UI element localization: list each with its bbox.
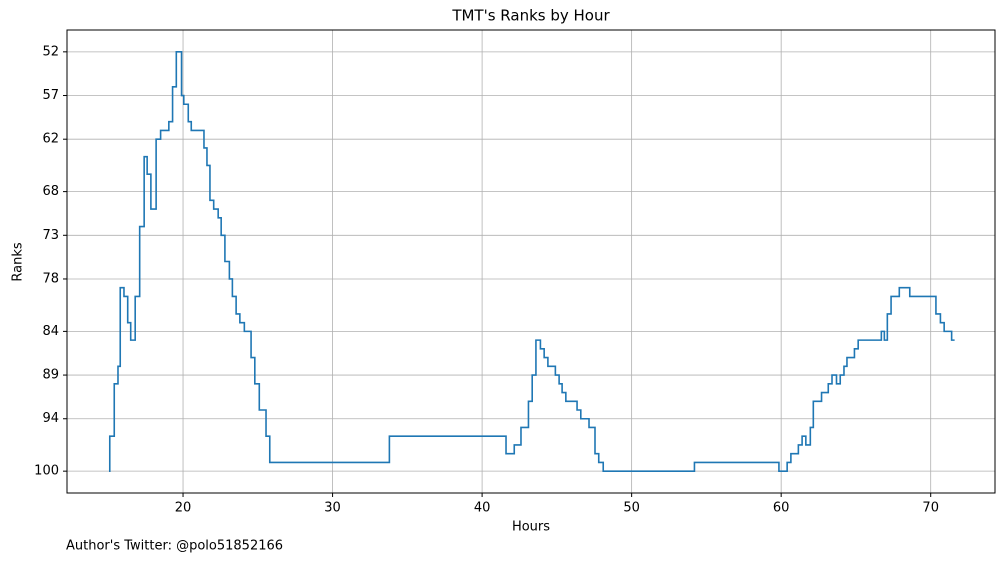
plot-frame [66, 29, 996, 494]
y-tick-label: 62 [42, 132, 59, 147]
y-tick-label: 100 [34, 464, 59, 479]
y-axis-label: Ranks [11, 242, 26, 281]
y-tick-label: 84 [42, 324, 59, 339]
chart-title: TMT's Ranks by Hour [451, 7, 610, 25]
y-tick-label: 89 [42, 368, 59, 383]
y-tick-label: 78 [42, 271, 59, 286]
y-tick-label: 57 [42, 88, 59, 103]
y-tick-label: 94 [42, 411, 59, 426]
data-line [108, 51, 955, 472]
x-tick-label: 30 [324, 501, 341, 516]
x-tick-label: 40 [474, 501, 491, 516]
footnote: Author's Twitter: @polo51852166 [66, 539, 283, 554]
x-tick-label: 50 [623, 501, 640, 516]
x-tick-label: 60 [773, 501, 790, 516]
y-tick-label: 52 [42, 44, 59, 59]
x-tick-label: 20 [175, 501, 192, 516]
x-axis-label: Hours [512, 520, 550, 535]
x-tick-label: 70 [922, 501, 939, 516]
y-tick-label: 68 [42, 184, 59, 199]
y-tick-label: 73 [42, 228, 59, 243]
